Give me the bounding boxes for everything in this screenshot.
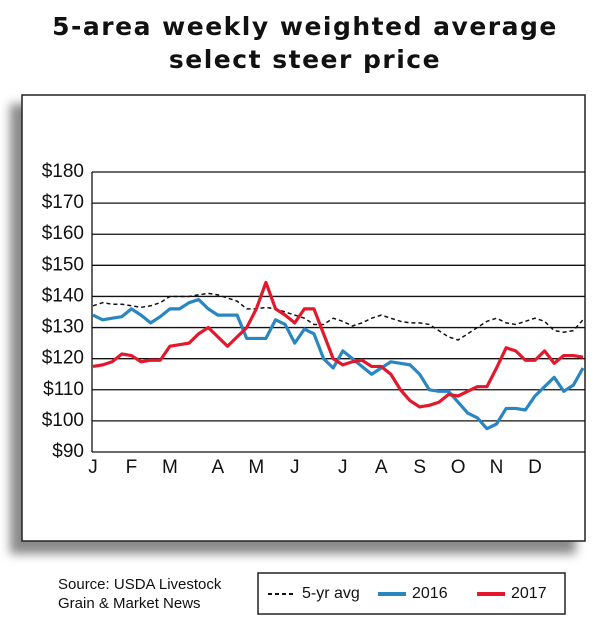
line-series xyxy=(92,280,584,409)
y-tick-label: $120 xyxy=(42,348,84,369)
x-tick-label: A xyxy=(375,457,388,478)
legend-label: 2016 xyxy=(412,585,448,602)
y-tick-label: $110 xyxy=(43,379,84,400)
x-tick-label: J xyxy=(88,457,98,478)
line-series xyxy=(92,292,584,341)
x-tick-label: F xyxy=(126,457,138,478)
x-tick-label: M xyxy=(162,457,178,478)
legend: 5-yr avg 2016 2017 xyxy=(268,585,547,602)
x-tick-label: D xyxy=(528,457,542,478)
y-tick-label: $90 xyxy=(52,441,84,462)
y-tick-label: $170 xyxy=(42,192,84,213)
source: Grain & Market News xyxy=(58,595,201,612)
x-tick-label: O xyxy=(451,457,466,478)
y-tick-label: $100 xyxy=(42,410,84,431)
chart-title: select steer price xyxy=(169,45,441,74)
y-tick-label: $140 xyxy=(42,285,84,306)
legend-label: 5-yr avg xyxy=(302,585,360,602)
line-series xyxy=(92,297,585,431)
x-tick-label: J xyxy=(290,457,300,478)
x-tick-label: S xyxy=(413,457,426,478)
y-tick-label: $130 xyxy=(42,317,84,338)
legend-box xyxy=(257,572,566,615)
x-tick-label: A xyxy=(212,457,225,478)
y-tick-label: $180 xyxy=(42,161,84,182)
source: Source: USDA Livestock xyxy=(58,576,222,593)
y-tick-label: $150 xyxy=(42,254,84,275)
x-tick-label: M xyxy=(248,457,264,478)
chart-title: 5-area weekly weighted average xyxy=(52,12,558,41)
x-tick-label: J xyxy=(338,457,348,478)
legend-label: 2017 xyxy=(511,585,547,602)
y-tick-label: $160 xyxy=(42,223,84,244)
x-tick-label: N xyxy=(490,457,504,478)
